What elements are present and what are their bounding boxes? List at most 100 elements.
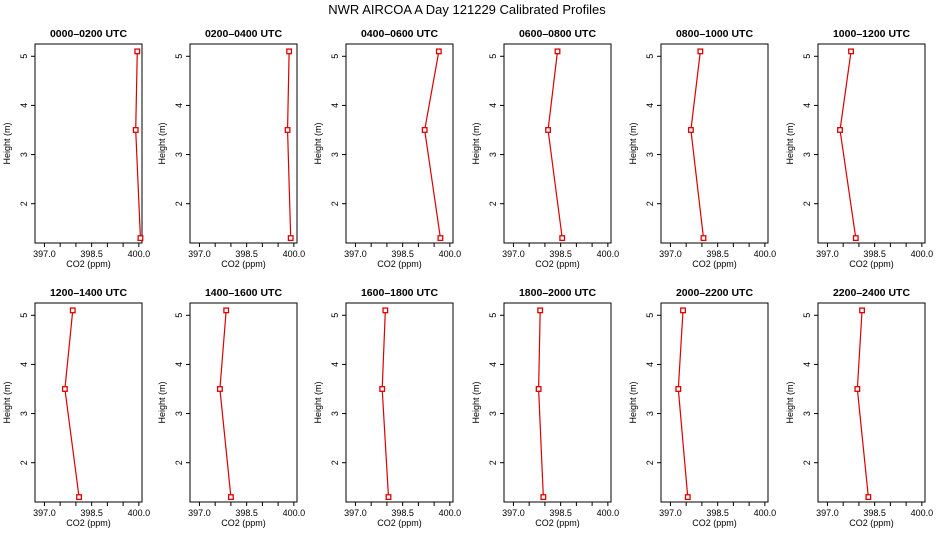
data-point xyxy=(865,494,872,501)
x-axis-label: CO2 (ppm) xyxy=(221,518,266,528)
y-tick-label: 5 xyxy=(330,54,340,59)
y-tick-label: 4 xyxy=(802,362,812,367)
data-point xyxy=(223,307,230,314)
data-point xyxy=(61,386,68,392)
data-point xyxy=(284,127,291,133)
panel-0: 0000–0200 UTC 397.0 398.5 400.0 2 3 4 5 CO2 (ppm… xyxy=(2,28,150,269)
panel-1: 0200–0400 UTC 397.0 398.5 400.0 2 3 4 5 CO2 (ppm… xyxy=(157,28,305,269)
y-tick-label: 3 xyxy=(488,411,498,416)
y-axis-label: Height (m) xyxy=(2,122,12,164)
data-point xyxy=(554,48,561,55)
panel-title: 1400–1600 UTC xyxy=(205,287,282,299)
data-point xyxy=(680,307,686,314)
panel-10: 2000–2200 UTC 397.0 398.5 400.0 2 3 4 5 CO2 (ppm… xyxy=(628,287,776,528)
figure-title: NWR AIRCOA A Day 121229 Calibrated Profi… xyxy=(328,2,606,17)
y-tick-label: 5 xyxy=(174,54,184,59)
panel-4: 0800–1000 UTC 397.0 398.5 400.0 2 3 4 5 CO2 (ppm… xyxy=(628,28,776,269)
x-tick-label: 398.5 xyxy=(863,249,886,259)
profile-line xyxy=(839,51,857,239)
y-tick-label: 5 xyxy=(802,54,812,59)
x-tick-label: 397.0 xyxy=(33,508,56,518)
profile-line xyxy=(64,310,80,498)
profile-line xyxy=(424,51,442,239)
y-tick-label: 5 xyxy=(330,313,340,318)
x-axis-label: CO2 (ppm) xyxy=(377,518,422,528)
panel-2: 0400–0600 UTC 397.0 398.5 400.0 2 3 4 5 CO2 (ppm… xyxy=(313,28,461,269)
y-tick-label: 3 xyxy=(330,152,340,157)
panel-title: 0800–1000 UTC xyxy=(676,28,753,40)
y-axis-label: Height (m) xyxy=(2,381,12,423)
x-tick-label: 397.0 xyxy=(33,249,56,259)
data-point xyxy=(134,48,141,55)
panel-title: 0600–0800 UTC xyxy=(519,28,596,40)
data-point xyxy=(435,48,442,55)
data-point xyxy=(697,48,704,55)
y-tick-label: 5 xyxy=(488,313,498,318)
x-axis-label: CO2 (ppm) xyxy=(692,259,737,269)
panel-grid: 0000–0200 UTC 397.0 398.5 400.0 2 3 4 5 CO2 (ppm… xyxy=(2,28,933,528)
data-point xyxy=(227,494,234,501)
y-tick-label: 4 xyxy=(802,103,812,108)
plot-frame xyxy=(345,302,454,503)
data-point xyxy=(537,307,544,314)
y-tick-label: 5 xyxy=(488,54,498,59)
y-tick-label: 4 xyxy=(19,103,29,108)
y-tick-label: 4 xyxy=(330,103,340,108)
data-point xyxy=(684,494,691,501)
y-tick-label: 4 xyxy=(645,103,655,108)
x-tick-label: 397.0 xyxy=(659,249,682,259)
y-tick-label: 2 xyxy=(802,460,812,465)
x-tick-label: 400.0 xyxy=(128,508,151,518)
panel-5: 1000–1200 UTC 397.0 398.5 400.0 2 3 4 5 CO2 (ppm… xyxy=(785,28,933,269)
x-tick-label: 398.5 xyxy=(235,249,258,259)
data-point xyxy=(385,494,392,501)
x-axis-label: CO2 (ppm) xyxy=(377,259,422,269)
y-axis-label: Height (m) xyxy=(785,381,795,423)
x-tick-label: 398.5 xyxy=(706,508,729,518)
profile-line xyxy=(690,51,705,239)
y-tick-label: 4 xyxy=(488,103,498,108)
y-tick-label: 3 xyxy=(19,411,29,416)
plot-frame xyxy=(660,43,769,244)
y-tick-label: 4 xyxy=(174,103,184,108)
plot-frame xyxy=(660,302,769,503)
x-tick-label: 397.0 xyxy=(659,508,682,518)
data-point xyxy=(848,48,854,55)
x-axis-label: CO2 (ppm) xyxy=(535,518,580,528)
x-tick-label: 398.5 xyxy=(391,508,414,518)
plot-frame xyxy=(34,43,143,244)
y-axis-label: Height (m) xyxy=(313,381,323,423)
y-tick-label: 5 xyxy=(19,313,29,318)
data-point xyxy=(545,127,552,133)
data-point xyxy=(535,386,542,392)
profile-line xyxy=(538,310,544,498)
x-tick-label: 400.0 xyxy=(597,249,620,259)
panel-9: 1800–2000 UTC 397.0 398.5 400.0 2 3 4 5 CO2 (ppm… xyxy=(471,287,619,528)
x-tick-label: 398.5 xyxy=(863,508,886,518)
plot-frame xyxy=(189,43,298,244)
x-axis-label: CO2 (ppm) xyxy=(66,259,111,269)
y-tick-label: 2 xyxy=(19,201,29,206)
data-point xyxy=(69,307,76,314)
data-point xyxy=(379,386,386,392)
data-point xyxy=(137,235,144,242)
data-point xyxy=(859,307,866,314)
y-tick-label: 2 xyxy=(645,201,655,206)
x-tick-label: 398.5 xyxy=(706,249,729,259)
y-tick-label: 5 xyxy=(19,54,29,59)
profile-line xyxy=(219,310,232,498)
x-axis-label: CO2 (ppm) xyxy=(692,518,737,528)
x-tick-label: 400.0 xyxy=(754,508,777,518)
plot-frame xyxy=(34,302,143,503)
x-tick-label: 397.0 xyxy=(816,249,839,259)
x-tick-label: 398.5 xyxy=(80,249,103,259)
data-point xyxy=(287,235,294,242)
data-point xyxy=(852,235,859,242)
x-tick-label: 400.0 xyxy=(283,249,306,259)
y-axis-label: Height (m) xyxy=(471,122,481,164)
y-tick-label: 3 xyxy=(645,152,655,157)
x-tick-label: 400.0 xyxy=(439,249,462,259)
data-point xyxy=(700,235,707,242)
x-axis-label: CO2 (ppm) xyxy=(849,259,894,269)
